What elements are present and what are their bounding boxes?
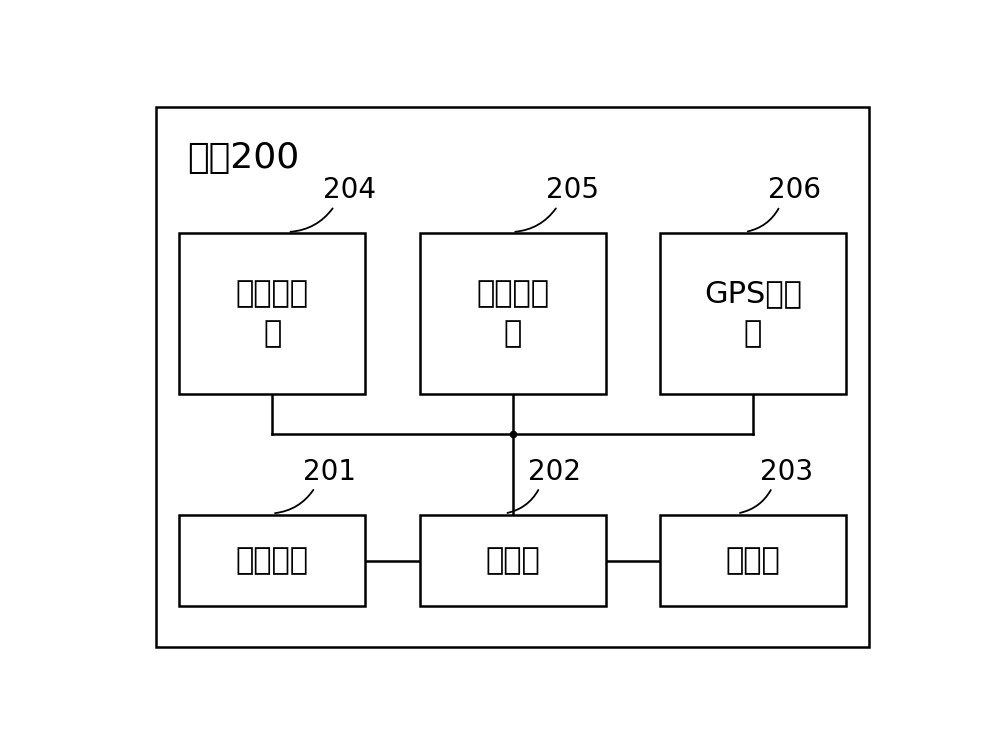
Text: 206: 206 (768, 176, 821, 204)
Text: 202: 202 (528, 458, 581, 486)
Bar (179, 515, 365, 606)
Text: 204: 204 (323, 176, 376, 204)
Text: GPS传感
器: GPS传感 器 (704, 279, 802, 348)
Bar (420, 515, 606, 606)
Bar (420, 233, 606, 394)
Bar (660, 515, 846, 606)
Point (504, 428, 520, 440)
Text: 205: 205 (546, 176, 599, 204)
Text: 203: 203 (761, 458, 814, 486)
Text: 201: 201 (303, 458, 356, 486)
Text: 存储器: 存储器 (725, 546, 780, 575)
Text: 通信接口: 通信接口 (236, 546, 309, 575)
Text: 图像传感
器: 图像传感 器 (236, 279, 309, 348)
Bar (179, 233, 365, 394)
Text: 处理器: 处理器 (485, 546, 540, 575)
Text: 轮速传感
器: 轮速传感 器 (476, 279, 549, 348)
Text: 车机200: 车机200 (187, 141, 299, 175)
Bar (660, 233, 846, 394)
